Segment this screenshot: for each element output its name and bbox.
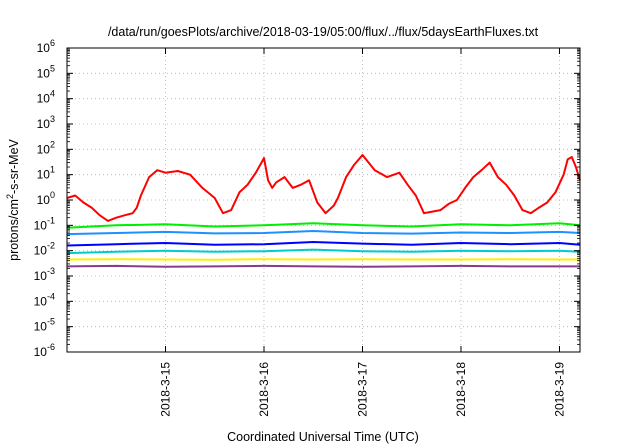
series-line-3 bbox=[66, 230, 581, 236]
y-tick-label: 101 bbox=[37, 165, 55, 182]
y-tick-label: 10-6 bbox=[34, 342, 55, 359]
series-group bbox=[66, 154, 581, 268]
series-line-2 bbox=[66, 222, 581, 229]
x-tick-label: 2018-3-17 bbox=[355, 362, 369, 417]
y-tick-label: 106 bbox=[37, 38, 55, 55]
y-tick-label: 10-5 bbox=[34, 317, 55, 334]
x-tick-label: 2018-3-19 bbox=[552, 362, 566, 417]
y-tick-label: 104 bbox=[37, 89, 55, 106]
series-line-1 bbox=[66, 154, 581, 222]
x-axis-label: Coordinated Universal Time (UTC) bbox=[227, 430, 419, 444]
ticks: 106 105 104 103 102 101 100 10-1 10-2 10-3 10-4 10-… bbox=[34, 38, 580, 417]
x-tick-label: 2018-3-18 bbox=[454, 362, 468, 417]
y-tick-label: 105 bbox=[37, 63, 55, 80]
series-line-4 bbox=[66, 241, 581, 247]
y-tick-label: 102 bbox=[37, 139, 55, 156]
y-tick-label: 10-1 bbox=[34, 215, 55, 232]
series-line-5 bbox=[66, 248, 581, 255]
series-line-6 bbox=[66, 258, 580, 261]
y-tick-label: 10-4 bbox=[34, 291, 55, 308]
y-axis-label: protons/cm2-s-sr-MeV bbox=[5, 138, 21, 260]
y-axis-label-text: protons/cm2-s-sr-MeV bbox=[5, 138, 21, 260]
y-tick-label: 10-3 bbox=[34, 266, 55, 283]
y-tick-label: 103 bbox=[37, 114, 55, 131]
y-tick-label: 100 bbox=[37, 190, 55, 207]
series-line-7 bbox=[66, 264, 580, 268]
x-tick-label: 2018-3-16 bbox=[257, 362, 271, 417]
x-tick-label: 2018-3-15 bbox=[158, 362, 172, 417]
chart-title: /data/run/goesPlots/archive/2018-03-19/0… bbox=[108, 25, 539, 39]
y-tick-label: 10-2 bbox=[34, 241, 55, 258]
